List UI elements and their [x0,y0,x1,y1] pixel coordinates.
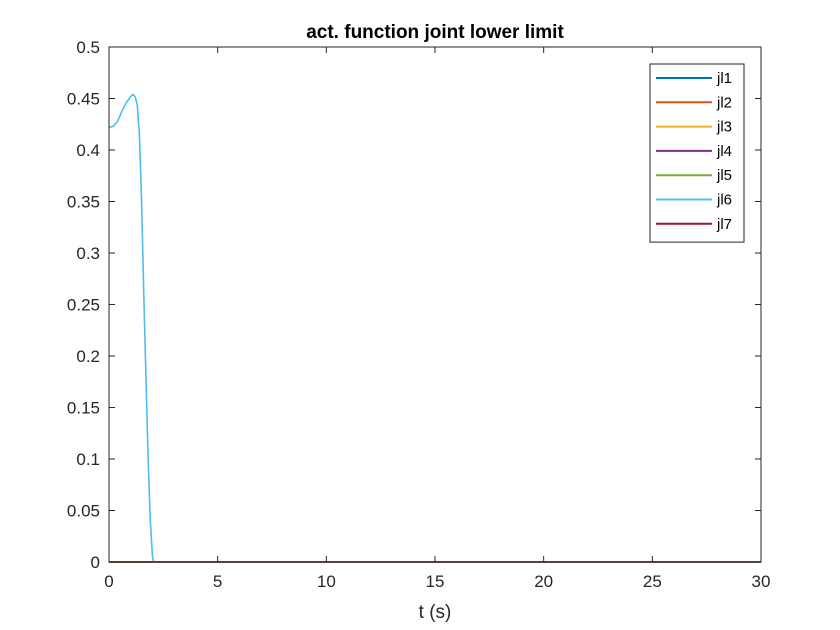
legend-label-jl1: jl1 [716,70,732,87]
y-tick-label: 0 [91,553,100,572]
x-axis-title: t (s) [419,602,452,623]
legend-label-jl2: jl2 [716,94,732,111]
y-tick-label: 0.15 [67,399,100,418]
y-axis: 0 0.05 0.1 0.15 0.2 0.25 0.3 0.35 0.4 0.45 0.5 [67,38,761,572]
y-tick-label: 0.45 [67,90,100,109]
legend-label-jl5: jl5 [716,167,732,184]
x-tick-label: 0 [104,572,113,591]
x-tick-label: 25 [643,572,662,591]
legend-label-jl4: jl4 [716,143,732,160]
x-axis: 0 5 10 15 20 25 30 [104,47,770,591]
y-tick-label: 0.2 [76,347,100,366]
x-tick-label: 30 [752,572,771,591]
legend-box [649,63,745,243]
chart-title: act. function joint lower limit [306,22,564,43]
legend-label-jl7: jl7 [716,216,732,233]
y-tick-label: 0.35 [67,193,100,212]
x-tick-label: 5 [213,572,222,591]
y-tick-label: 0.25 [67,296,100,315]
legend-label-jl3: jl3 [716,119,732,136]
y-tick-label: 0.3 [76,244,100,263]
x-tick-label: 15 [426,572,445,591]
legend-label-jl6: jl6 [716,192,732,209]
y-tick-label: 0.4 [76,141,100,160]
y-tick-label: 0.1 [76,450,100,469]
x-tick-label: 20 [534,572,553,591]
y-tick-label: 0.5 [76,38,100,57]
legend: jl1 jl2 jl3 jl4 jl5 jl6 jl7 [649,63,745,243]
series-line-jl6 [108,93,761,563]
y-tick-label: 0.05 [67,502,100,521]
x-tick-label: 10 [317,572,336,591]
